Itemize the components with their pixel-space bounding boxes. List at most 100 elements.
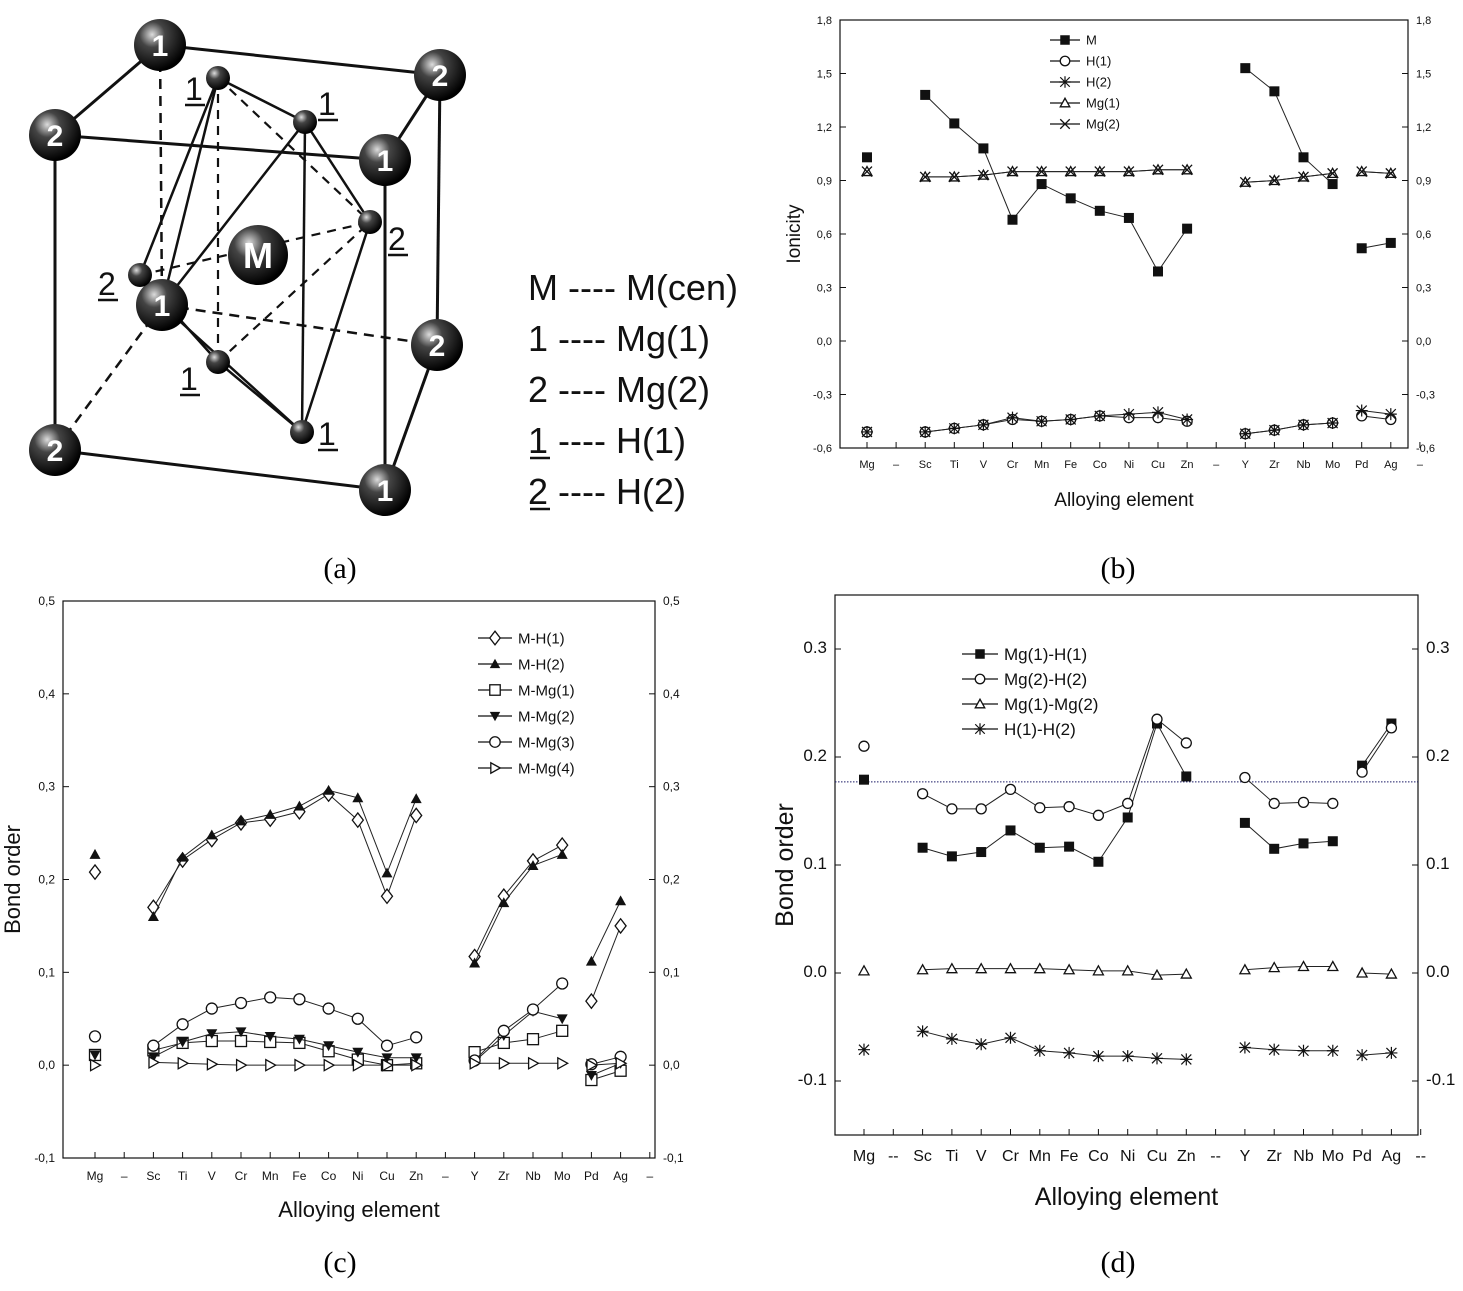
x-tick-label: -- [888, 1148, 899, 1165]
legend-label: Mg(1)-H(1) [1004, 645, 1087, 664]
hidden-edges [53, 44, 438, 451]
data-point [89, 1050, 101, 1061]
series-line [153, 1031, 417, 1059]
y-tick-label-right: 0,2 [663, 873, 680, 887]
data-point [1385, 1046, 1398, 1059]
legend-label: M-Mg(1) [518, 682, 575, 699]
data-point [977, 418, 990, 431]
x-tick-label: Co [1088, 1148, 1109, 1165]
data-point [1064, 413, 1077, 426]
y-axis-title: Bond order [771, 803, 799, 927]
x-tick-label: Fe [1064, 459, 1077, 471]
x-axis-title: Alloying element [278, 1197, 439, 1222]
x-tick-label: -- [1210, 1148, 1221, 1165]
series-line [590, 900, 622, 962]
data-point [206, 1057, 219, 1071]
y-tick-label: -0,3 [813, 390, 832, 402]
legend-marker [488, 630, 502, 646]
data-point [1034, 842, 1045, 853]
series-line [1244, 67, 1333, 185]
legend-marker [974, 697, 986, 709]
data-point [1326, 960, 1339, 972]
series-M-H(2) [89, 784, 627, 968]
y-tick-label: -0,1 [34, 1151, 55, 1165]
data-point [177, 1037, 189, 1048]
data-point [1063, 1046, 1076, 1059]
data-point [948, 422, 961, 435]
x-tick-label: Mo [554, 1169, 571, 1183]
data-point [1036, 166, 1048, 178]
data-point [293, 993, 306, 1006]
x-tick-label: Ag [1382, 1148, 1402, 1165]
data-point [556, 1014, 568, 1025]
data-point [526, 1033, 540, 1046]
data-point [497, 1024, 510, 1037]
y-tick-label: 0.3 [803, 638, 827, 657]
series-line [1361, 727, 1392, 773]
legend-label: H(2) [1086, 75, 1111, 90]
data-point [1327, 836, 1338, 847]
x-tick-label: Mg [853, 1148, 875, 1165]
mg-atom-label: 2 [429, 330, 446, 363]
crystal-legend-item: 2 ---- Mg(2) [528, 369, 710, 410]
x-tick-label: Y [1240, 1148, 1251, 1165]
data-point [978, 143, 989, 154]
data-point [1152, 164, 1164, 176]
data-point [1004, 962, 1017, 974]
data-point [1240, 63, 1251, 74]
data-point [469, 1056, 482, 1070]
y-tick-label: 0,3 [817, 283, 832, 295]
h-atom-label: 2 [98, 266, 116, 302]
h-atom-3 [358, 210, 382, 234]
series-line [153, 996, 417, 1047]
data-point [1151, 1052, 1163, 1065]
data-point [1385, 237, 1396, 248]
mg-atom-5 [136, 279, 188, 331]
x-tick-label: Y [471, 1169, 479, 1183]
data-point [614, 917, 627, 935]
x-axis-title: Alloying element [1035, 1183, 1218, 1211]
data-point [556, 977, 569, 990]
data-point [89, 848, 101, 859]
data-point [381, 1058, 394, 1072]
data-point [920, 89, 931, 100]
y-axis-title: Ionicity [784, 204, 805, 264]
data-point [1238, 963, 1252, 975]
data-point [1269, 843, 1280, 854]
y-tick-label-right: 0,3 [1416, 283, 1431, 295]
y-tick-label-right: 0,9 [1416, 176, 1431, 188]
series-line [1245, 422, 1333, 435]
series-line [590, 925, 622, 1002]
data-point [265, 1058, 278, 1072]
h-atom-1 [206, 66, 230, 90]
data-point [1004, 1031, 1017, 1044]
mg-atom-label: 1 [377, 475, 394, 508]
legend-marker [489, 658, 501, 669]
mg-atom-2 [414, 49, 466, 101]
data-point [352, 1047, 364, 1058]
mg-atom-label: 1 [152, 30, 169, 63]
x-tick-label: Ti [178, 1169, 188, 1183]
panel-label-a: (a) [323, 552, 356, 585]
x-tick-label: Cr [1002, 1148, 1020, 1165]
data-point [1033, 962, 1046, 974]
crystal-legend-item: 2 ---- H(2) [528, 471, 686, 512]
data-point [1268, 424, 1281, 437]
data-point [945, 962, 959, 974]
x-tick-label: Sc [146, 1169, 160, 1183]
data-point [975, 962, 988, 974]
data-point [946, 851, 957, 862]
x-tick-label: Cu [1151, 459, 1165, 471]
data-point [351, 1012, 364, 1025]
legend-label: M-H(1) [518, 630, 565, 647]
y-tick-label-right: 0,5 [663, 594, 680, 608]
x-tick-label: Ti [946, 1148, 959, 1165]
mg-atom-label: 1 [154, 290, 171, 323]
x-tick-label: Mn [1029, 1148, 1051, 1165]
legend-label: Mg(2)-H(2) [1004, 670, 1087, 689]
y-tick-label-right: -0,3 [1416, 390, 1435, 402]
mg-atom-label: 2 [47, 435, 64, 468]
data-point [586, 1058, 599, 1072]
data-point [1006, 411, 1019, 424]
series-line [1244, 966, 1333, 971]
